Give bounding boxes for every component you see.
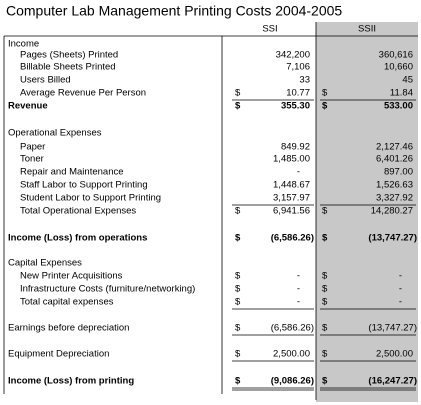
cell-value: - — [297, 167, 300, 178]
row-label: Pages (Sheets) Printed — [20, 50, 118, 61]
currency-sign: $ — [235, 101, 241, 112]
cell-value: 1,526.63 — [376, 180, 413, 191]
cell-value: 355.30 — [281, 101, 310, 112]
cell-value: - — [297, 284, 300, 295]
cell-value: 3,157.97 — [273, 193, 310, 204]
row-label: Revenue — [8, 101, 48, 112]
row-label: Paper — [20, 142, 45, 153]
cell-value: 533.00 — [384, 101, 413, 112]
cell-value: 7,106 — [286, 62, 310, 73]
cell-value: 6,941.56 — [273, 206, 310, 217]
cell-value: 6,401.26 — [376, 154, 413, 165]
cell-value: (13,747.27) — [368, 233, 417, 244]
column-header: SSII — [358, 24, 376, 35]
row-label: Income (Loss) from printing — [8, 376, 134, 387]
cell-value: (16,247.27) — [368, 376, 417, 387]
row-label: Student Labor to Support Printing — [20, 193, 161, 204]
cell-value: - — [399, 271, 402, 282]
row-label: Repair and Maintenance — [20, 167, 124, 178]
cell-value: - — [399, 284, 402, 295]
currency-sign: $ — [235, 206, 241, 217]
currency-sign: $ — [235, 349, 241, 360]
cell-value: (13,747.27) — [368, 323, 417, 334]
cell-value: 14,280.27 — [371, 206, 413, 217]
currency-sign: $ — [235, 284, 241, 295]
cell-value: 1,448.67 — [273, 180, 310, 191]
currency-sign: $ — [322, 376, 328, 387]
cell-value: 1,485.00 — [273, 154, 310, 165]
currency-sign: $ — [235, 376, 241, 387]
cell-value: - — [399, 297, 402, 308]
section-heading: Income — [8, 39, 39, 50]
row-label: Toner — [20, 154, 44, 165]
column-header: SSI — [262, 24, 277, 35]
cell-value: 10,660 — [384, 62, 413, 73]
cell-value: 360,616 — [379, 50, 413, 61]
row-label: Total capital expenses — [20, 297, 114, 308]
currency-sign: $ — [322, 349, 328, 360]
currency-sign: $ — [322, 101, 328, 112]
currency-sign: $ — [322, 297, 328, 308]
row-label: Earnings before depreciation — [8, 323, 129, 334]
cell-value: 2,500.00 — [376, 349, 413, 360]
row-label: Staff Labor to Support Printing — [20, 180, 148, 191]
row-label: Infrastructure Costs (furniture/networki… — [20, 284, 195, 295]
currency-sign: $ — [235, 271, 241, 282]
row-label: Users Billed — [20, 75, 71, 86]
currency-sign: $ — [322, 206, 328, 217]
section-heading: Operational Expenses — [8, 128, 102, 139]
highlight-column — [316, 22, 418, 402]
currency-sign: $ — [322, 233, 328, 244]
row-label: Equipment Depreciation — [8, 349, 109, 360]
cell-value: 33 — [299, 75, 310, 86]
cell-value: 897.00 — [384, 167, 413, 178]
currency-sign: $ — [235, 297, 241, 308]
cell-value: 10.77 — [286, 88, 310, 99]
cell-value: 3,327.92 — [376, 193, 413, 204]
currency-sign: $ — [235, 233, 241, 244]
currency-sign: $ — [322, 271, 328, 282]
cell-value: (6,586.26) — [271, 233, 314, 244]
cell-value: 45 — [402, 75, 413, 86]
row-label: Total Operational Expenses — [20, 206, 136, 217]
cell-value: 2,500.00 — [273, 349, 310, 360]
row-label: New Printer Acquisitions — [20, 271, 123, 282]
title: Computer Lab Management Printing Costs 2… — [6, 3, 342, 19]
section-heading: Capital Expenses — [8, 258, 82, 269]
row-label: Billable Sheets Printed — [20, 62, 116, 73]
currency-sign: $ — [235, 323, 241, 334]
cell-value: 11.84 — [390, 88, 413, 99]
row-label: Average Revenue Per Person — [20, 88, 146, 99]
currency-sign: $ — [322, 284, 328, 295]
cell-value: (6,586.26) — [271, 323, 314, 334]
cell-value: 342,200 — [276, 50, 310, 61]
currency-sign: $ — [322, 323, 328, 334]
cell-value: - — [297, 271, 300, 282]
currency-sign: $ — [322, 88, 328, 99]
cell-value: 2,127.46 — [376, 142, 413, 153]
row-label: Income (Loss) from operations — [8, 233, 147, 244]
currency-sign: $ — [235, 88, 241, 99]
cell-value: - — [297, 297, 300, 308]
cell-value: 849.92 — [281, 142, 310, 153]
cell-value: (9,086.26) — [271, 376, 314, 387]
